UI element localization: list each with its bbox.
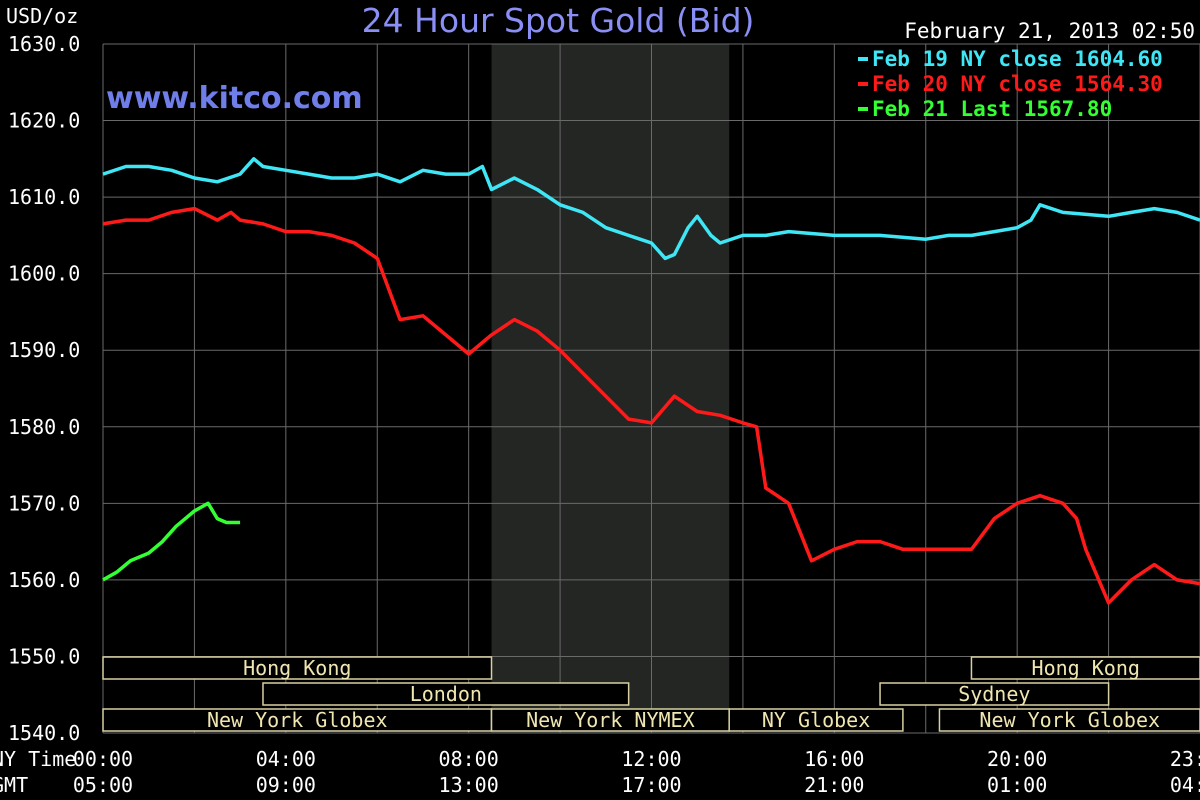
market-session-bar (938, 708, 1200, 732)
market-session-bar (728, 708, 904, 732)
y-tick-label: 1570.0 (8, 491, 80, 515)
market-session-label: New York Globex (979, 708, 1160, 732)
x-tick-label-ny: 16:00 (804, 747, 864, 771)
market-session-label: Hong Kong (1032, 656, 1140, 680)
series-line-feb-20 (102, 206, 1200, 605)
x-tick-label-gmt: 21:00 (804, 773, 864, 797)
x-axis-row1-label: NY Time (0, 747, 76, 771)
market-session-label: London (410, 682, 482, 706)
x-tick-label-gmt: 05:00 (73, 773, 133, 797)
x-tick-label-ny: 12:00 (621, 747, 681, 771)
y-tick-label: 1620.0 (8, 109, 80, 133)
y-tick-label: 1600.0 (8, 262, 80, 286)
legend-entry: Feb 19 NY close 1604.60 (872, 47, 1163, 71)
market-session-label: NY Globex (762, 708, 870, 732)
x-axis-row2-label: GMT (0, 773, 28, 797)
timestamp: February 21, 2013 02:50 (904, 19, 1195, 43)
x-tick-label-gmt: 13:00 (439, 773, 499, 797)
series-line-feb-19 (102, 157, 1200, 261)
market-session-label: Sydney (958, 682, 1030, 706)
x-tick-label-gmt: 17:00 (621, 773, 681, 797)
market-session-bar (879, 682, 1110, 706)
y-tick-label: 1610.0 (8, 185, 80, 209)
y-tick-label: 1590.0 (8, 338, 80, 362)
legend-entry: Feb 21 Last 1567.80 (872, 97, 1112, 121)
x-tick-label-ny: 20:00 (987, 747, 1047, 771)
series-line-feb-21 (102, 501, 241, 582)
legend-entry: Feb 20 NY close 1564.30 (872, 72, 1163, 96)
chart-title: 24 Hour Spot Gold (Bid) (362, 1, 755, 40)
y-tick-label: 1540.0 (8, 721, 80, 745)
market-session-label: New York NYMEX (526, 708, 695, 732)
x-tick-label-ny: 08:00 (439, 747, 499, 771)
y-tick-label: 1580.0 (8, 415, 80, 439)
y-axis-unit: USD/oz (6, 4, 78, 28)
y-tick-label: 1630.0 (8, 32, 80, 56)
market-session-bar (262, 682, 630, 706)
x-tick-label-ny: 23:59 (1170, 747, 1200, 771)
market-session-label: Hong Kong (243, 656, 351, 680)
market-session-bar (102, 656, 493, 680)
y-tick-label: 1560.0 (8, 568, 80, 592)
watermark: www.kitco.com (106, 81, 363, 116)
y-tick-label: 1550.0 (8, 644, 80, 668)
market-session-label: New York Globex (207, 708, 388, 732)
shaded-session-region (491, 44, 730, 733)
x-tick-label-gmt: 04:59 (1170, 773, 1200, 797)
x-tick-label-gmt: 09:00 (256, 773, 316, 797)
x-tick-label-gmt: 01:00 (987, 773, 1047, 797)
x-tick-label-ny: 04:00 (256, 747, 316, 771)
x-tick-label-ny: 00:00 (73, 747, 133, 771)
